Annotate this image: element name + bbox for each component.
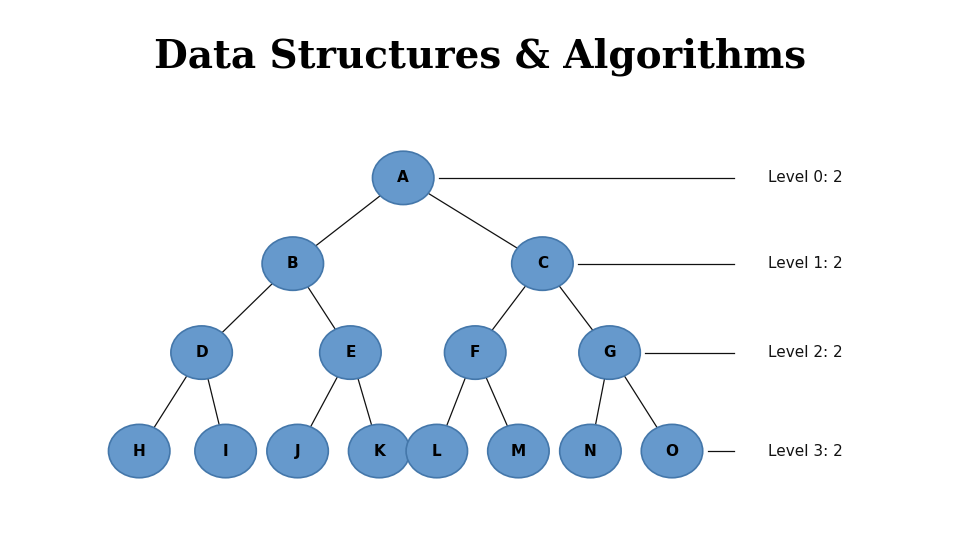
Ellipse shape [641,424,703,478]
Ellipse shape [560,424,621,478]
Text: F: F [470,345,480,360]
Text: N: N [584,443,597,458]
Ellipse shape [267,424,328,478]
Ellipse shape [320,326,381,379]
Text: O: O [665,443,679,458]
Text: B: B [287,256,299,271]
Text: D: D [195,345,208,360]
Ellipse shape [171,326,232,379]
Ellipse shape [195,424,256,478]
Text: Level 1: 2: Level 1: 2 [768,256,843,271]
Text: Level 3: 2: Level 3: 2 [768,443,843,458]
Text: G: G [603,345,616,360]
Ellipse shape [372,151,434,205]
Ellipse shape [579,326,640,379]
Ellipse shape [488,424,549,478]
Text: Level 2: 2: Level 2: 2 [768,345,843,360]
Text: H: H [132,443,146,458]
Text: K: K [373,443,385,458]
Text: A: A [397,171,409,185]
Ellipse shape [108,424,170,478]
Text: M: M [511,443,526,458]
Text: Level 0: 2: Level 0: 2 [768,171,843,185]
Text: J: J [295,443,300,458]
Ellipse shape [262,237,324,291]
Text: I: I [223,443,228,458]
Text: E: E [346,345,355,360]
Ellipse shape [444,326,506,379]
Ellipse shape [348,424,410,478]
Text: L: L [432,443,442,458]
Text: C: C [537,256,548,271]
Ellipse shape [406,424,468,478]
Text: Data Structures & Algorithms: Data Structures & Algorithms [154,38,805,76]
Ellipse shape [512,237,573,291]
